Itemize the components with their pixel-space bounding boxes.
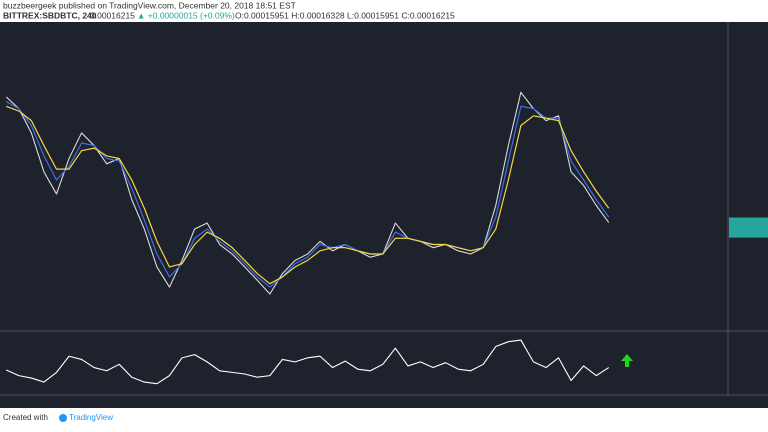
change: ▲ +0.00000015 (+0.09%) (137, 10, 235, 20)
footer-brand[interactable]: TradingView (69, 413, 113, 422)
series-line (5, 91, 610, 295)
footer-created: Created with (3, 413, 48, 422)
text-layer (729, 217, 768, 238)
header-bg (0, 0, 768, 22)
indicator-line (6, 105, 610, 285)
published-line: buzzbeergeek published on TradingView.co… (3, 0, 296, 10)
last-price-bg (729, 217, 768, 238)
symbol: BITTREX:SBDBTC, 240 (3, 10, 97, 20)
series-line (6, 339, 610, 385)
up-arrow (621, 354, 633, 367)
indicator-line (5, 101, 610, 288)
price: 0.00016215 (90, 10, 135, 20)
brand-logo (59, 414, 67, 422)
footer-bg (0, 408, 768, 427)
rsi-pane-bg (0, 332, 728, 395)
ohlc: O:0.00015951 H:0.00016328 L:0.00015951 C… (235, 10, 455, 20)
